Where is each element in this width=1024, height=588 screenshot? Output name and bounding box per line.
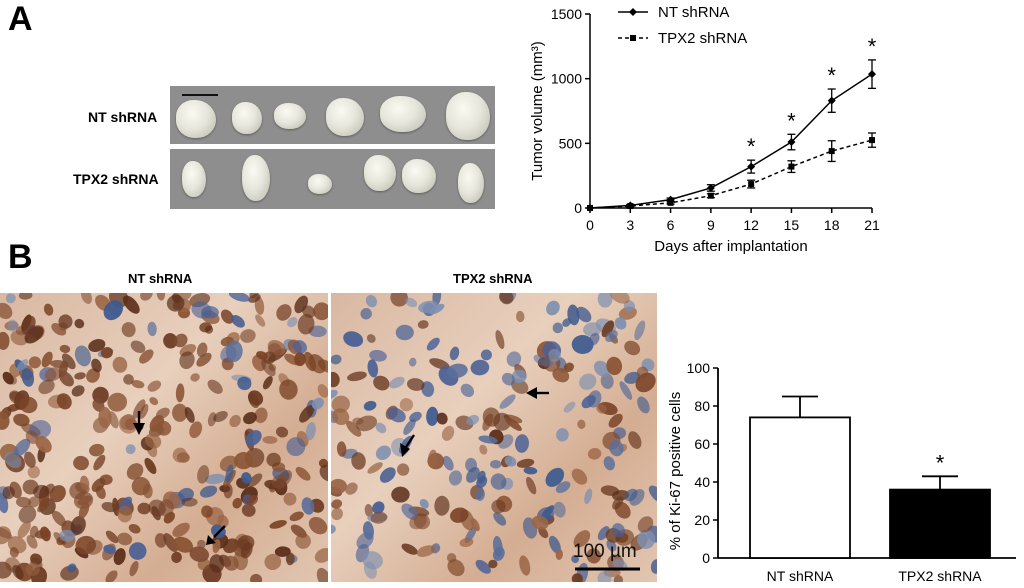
data-point xyxy=(748,181,755,188)
data-point xyxy=(747,162,756,171)
row-label-tpx2: TPX2 shRNA xyxy=(73,171,159,187)
bar xyxy=(889,488,991,559)
tumor-volume-line-chart: 0 500 1000 1500 0 3 6 9 12 15 18 21 Days after impla… xyxy=(529,4,880,255)
ki67-micrograph-nt xyxy=(0,293,328,582)
y-tick-label: 1500 xyxy=(551,6,582,22)
y-axis-label: % of Ki-67 positive cells xyxy=(667,392,684,550)
data-point xyxy=(828,148,835,155)
series-line-1 xyxy=(589,139,873,209)
legend-label: TPX2 shRNA xyxy=(658,30,747,47)
y-tick-label: 20 xyxy=(694,512,710,528)
data-point xyxy=(827,96,836,105)
data-point xyxy=(788,163,795,170)
significance-mark: * xyxy=(827,63,836,88)
y-tick-label: 80 xyxy=(694,398,710,414)
arrow-icon xyxy=(133,411,145,435)
y-tick-label: 40 xyxy=(694,474,710,490)
ki67-bar-chart: 0 20 40 60 80 100% of Ki-67 positive cells NT … xyxy=(667,360,1016,584)
x-tick-label: 15 xyxy=(784,217,800,233)
y-tick-label: 1000 xyxy=(551,71,582,87)
y-axis-label: Tumor volume (mm³) xyxy=(529,41,546,180)
panel-a-letter: A xyxy=(8,0,33,38)
y-tick-label: 0 xyxy=(702,550,710,566)
data-point xyxy=(707,192,714,199)
x-tick-label: 6 xyxy=(667,217,675,233)
ki67-micrograph-tpx2 xyxy=(331,293,657,582)
significance-mark: * xyxy=(787,108,796,133)
arrow-icon xyxy=(400,434,415,457)
x-tick-label: 21 xyxy=(864,217,880,233)
data-point xyxy=(706,183,715,192)
scale-bar-label: 100 µm xyxy=(573,541,637,562)
legend-label: NT shRNA xyxy=(658,4,729,21)
legend-marker xyxy=(630,35,636,41)
row-label-nt: NT shRNA xyxy=(88,109,158,125)
series-line-0 xyxy=(589,73,873,209)
y-tick-label: 500 xyxy=(559,135,583,151)
arrow-icon xyxy=(206,525,226,545)
y-tick-label: 100 xyxy=(687,360,711,376)
x-tick-label: TPX2 shRNA xyxy=(898,568,982,584)
significance-mark: * xyxy=(936,450,945,475)
photo-scale-bar xyxy=(182,94,218,96)
significance-mark: * xyxy=(868,34,877,59)
y-tick-label: 0 xyxy=(574,200,582,216)
image-label-tpx2: TPX2 shRNA xyxy=(453,271,533,286)
x-tick-label: NT shRNA xyxy=(767,568,834,584)
x-tick-label: 0 xyxy=(586,217,594,233)
data-point xyxy=(787,138,796,147)
x-tick-label: 9 xyxy=(707,217,715,233)
x-tick-label: 18 xyxy=(824,217,840,233)
data-point xyxy=(667,199,674,206)
image-label-nt: NT shRNA xyxy=(128,271,193,286)
arrow-icon xyxy=(526,387,549,399)
micrograph-arrows xyxy=(133,387,640,571)
bar xyxy=(749,416,851,559)
legend-marker xyxy=(629,8,637,16)
y-tick-label: 60 xyxy=(694,436,710,452)
data-point xyxy=(627,203,634,210)
x-tick-label: 12 xyxy=(743,217,759,233)
tumor-photo-nt xyxy=(170,86,495,144)
data-point xyxy=(869,137,875,144)
data-point xyxy=(587,205,593,211)
significance-mark: * xyxy=(747,134,756,159)
panel-b-letter: B xyxy=(8,238,33,276)
data-point xyxy=(868,70,876,79)
x-tick-label: 3 xyxy=(626,217,634,233)
tumor-photo-tpx2 xyxy=(170,149,495,209)
x-axis-label: Days after implantation xyxy=(654,238,807,255)
